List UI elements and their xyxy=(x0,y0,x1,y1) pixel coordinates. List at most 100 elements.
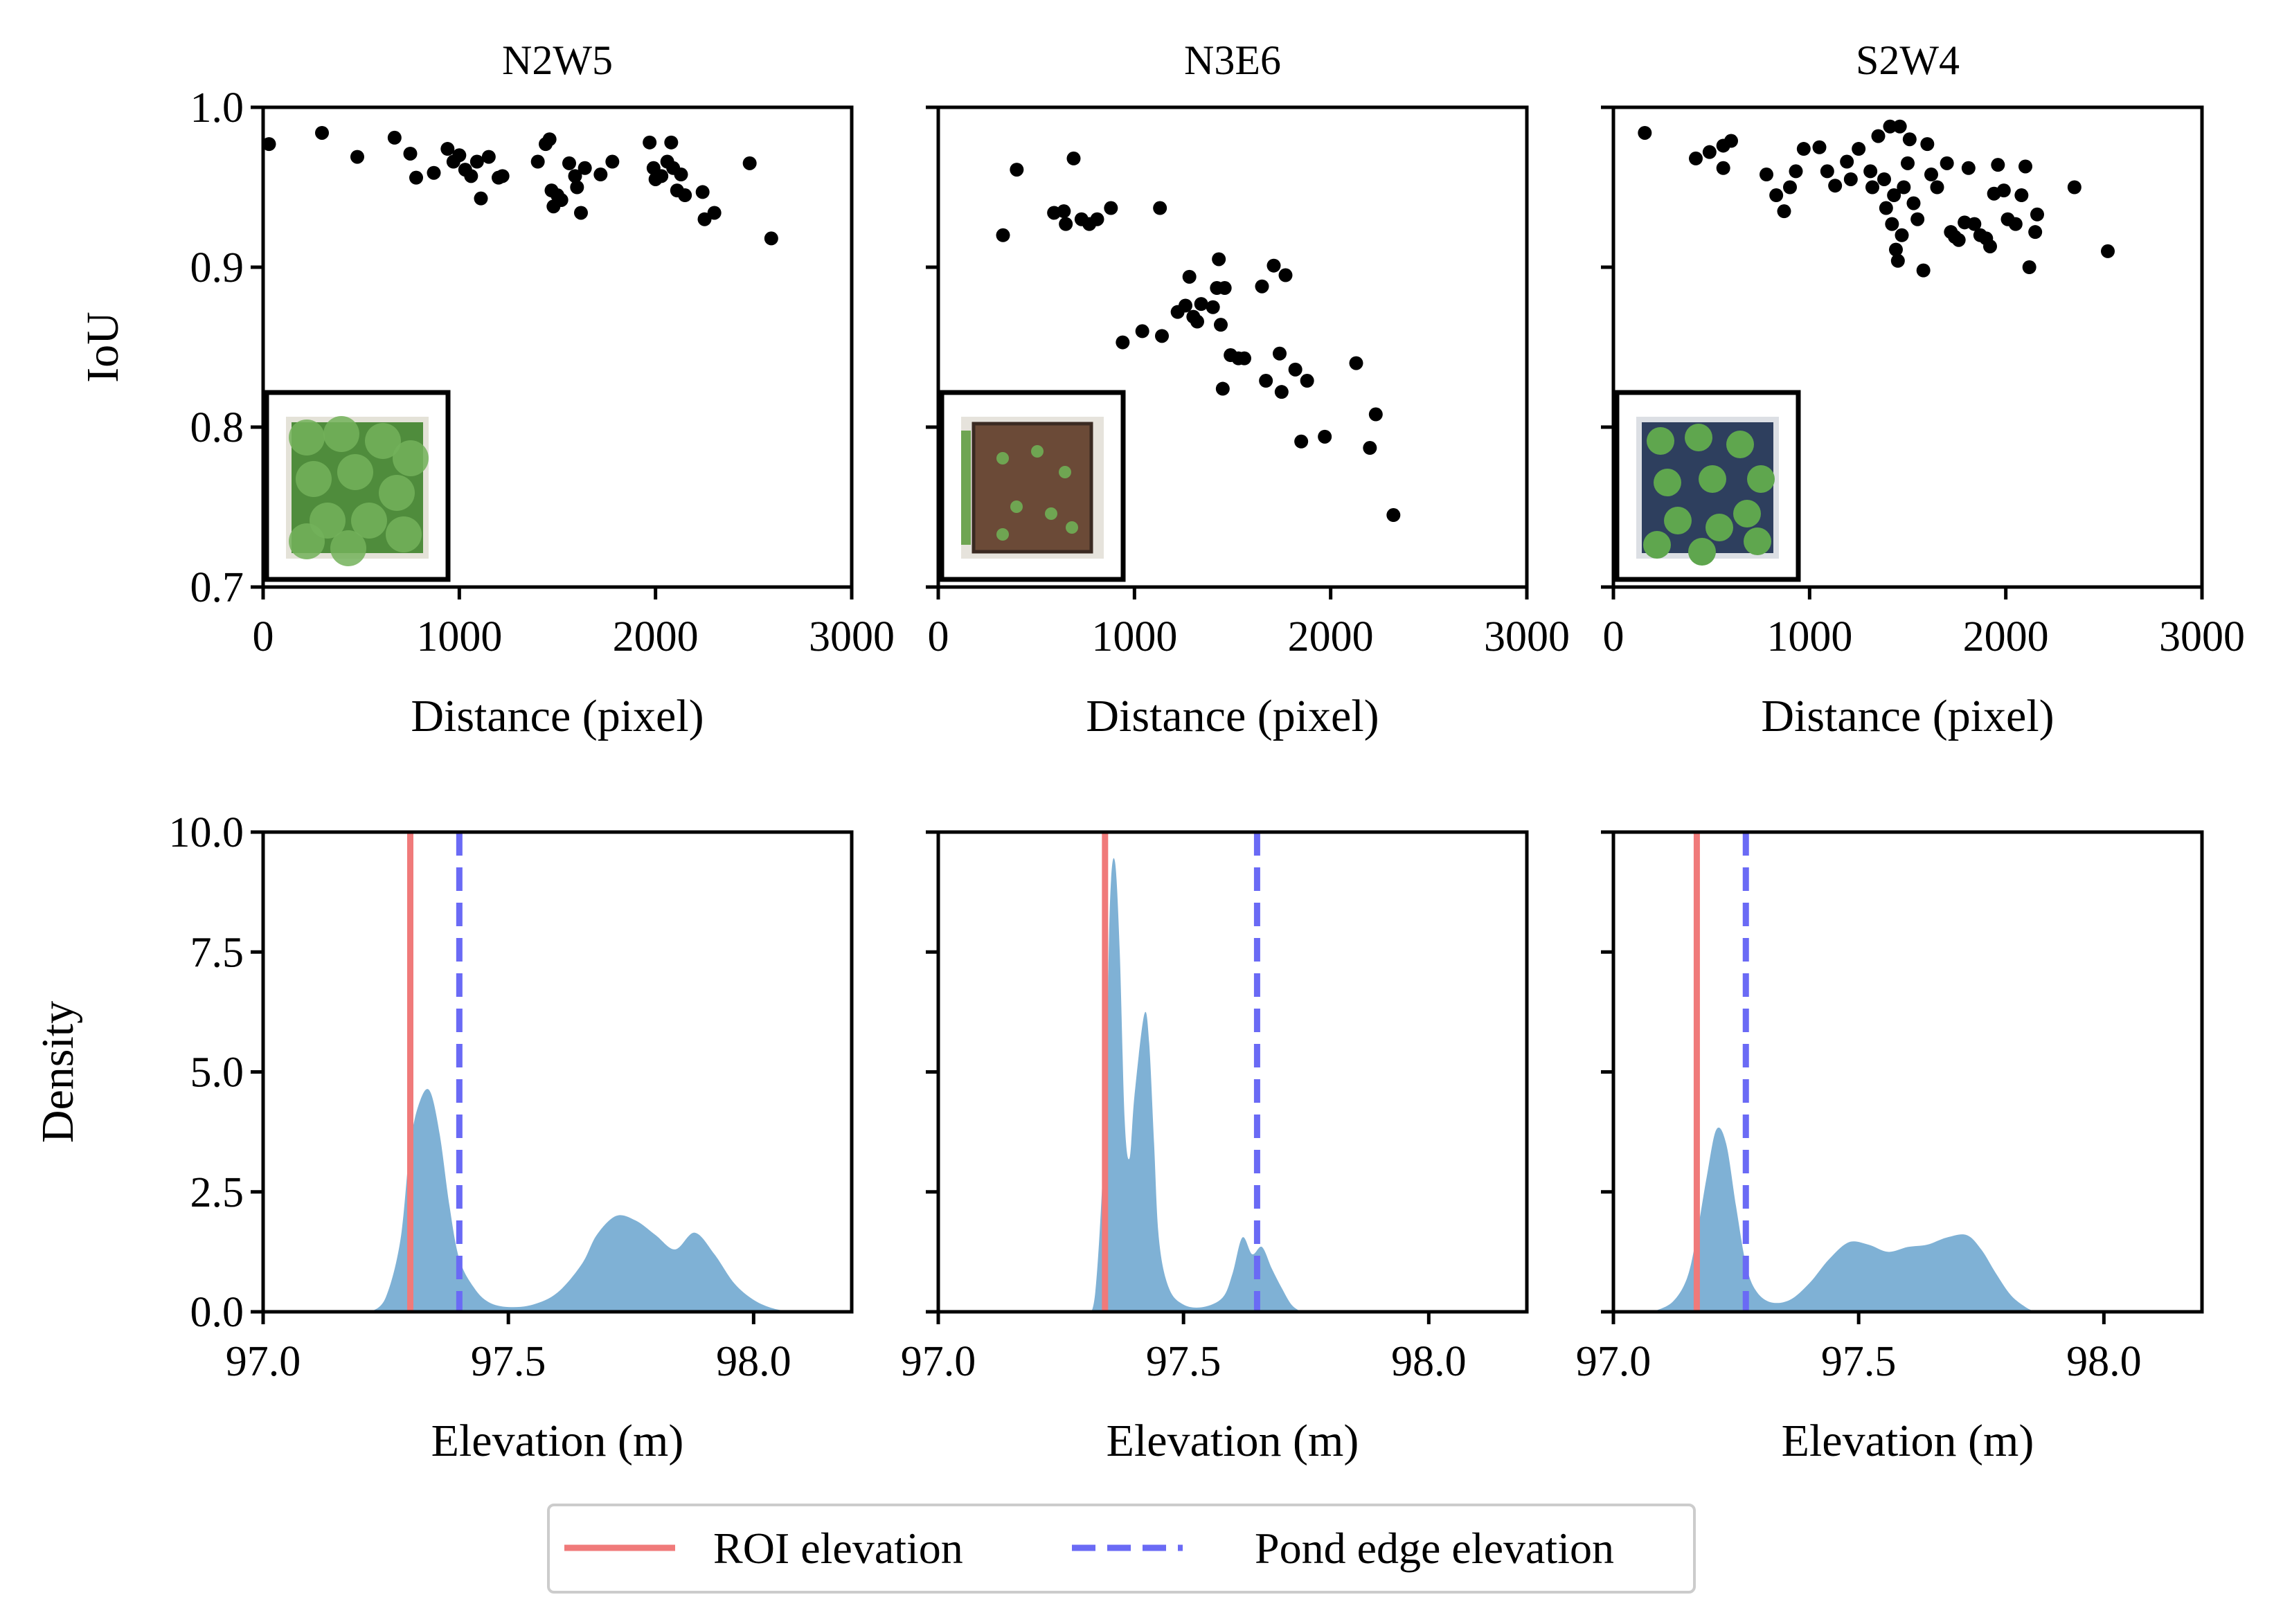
data-point xyxy=(1702,145,1717,159)
data-point xyxy=(263,137,276,152)
data-point xyxy=(1951,233,1966,247)
inset-leaf xyxy=(1685,424,1712,451)
inset-leaf xyxy=(393,440,429,476)
chart-panel-5: 97.0 97.5 98.0 Elevation (m) xyxy=(901,830,1529,1466)
x-tick-label: 1000 xyxy=(1766,613,1852,660)
data-point xyxy=(1883,119,1897,134)
chart-panel-1: N2W5 0 1000 2000 3000 0.7 0.8 0.9 1.0 Distance (p… xyxy=(78,37,895,741)
data-point xyxy=(764,231,778,246)
data-point xyxy=(695,185,710,199)
data-point xyxy=(1871,129,1886,143)
inset-seedling xyxy=(1010,500,1023,513)
data-point xyxy=(1716,161,1730,175)
data-point xyxy=(1273,346,1287,361)
legend-pond-edge-label: Pond edge elevation xyxy=(1255,1524,1614,1573)
data-point xyxy=(568,169,582,183)
x-axis-title: Distance (pixel) xyxy=(411,691,704,741)
data-point xyxy=(1983,239,1997,253)
y-tick-label: 0.9 xyxy=(190,244,244,291)
data-point xyxy=(542,132,557,147)
data-point xyxy=(1890,253,1905,268)
data-point xyxy=(2008,217,2023,231)
scatter-points xyxy=(996,151,1401,523)
data-point xyxy=(2014,188,2029,203)
data-point xyxy=(530,154,545,169)
data-point xyxy=(1783,180,1797,195)
data-point xyxy=(350,150,364,164)
inset-seedling xyxy=(1066,521,1078,534)
inset-leaf xyxy=(1643,531,1671,559)
x-tick-label: 2000 xyxy=(1288,613,1374,660)
data-point xyxy=(1760,168,1773,182)
x-tick-label: 2000 xyxy=(613,613,699,660)
x-tick-label: 97.0 xyxy=(226,1338,301,1385)
data-point xyxy=(1135,324,1149,339)
data-point xyxy=(707,206,722,220)
x-tick-label: 1000 xyxy=(416,613,502,660)
panel-title: S2W4 xyxy=(1856,37,1960,83)
panel-title: N3E6 xyxy=(1184,37,1281,83)
data-point xyxy=(605,154,620,169)
data-point xyxy=(2018,159,2032,174)
data-point xyxy=(464,169,478,183)
x-tick-label: 97.0 xyxy=(1576,1338,1651,1385)
data-point xyxy=(1863,164,1878,179)
data-point xyxy=(1887,188,1901,203)
data-point xyxy=(1885,217,1899,231)
data-point xyxy=(1940,156,1954,170)
x-tick-label: 97.5 xyxy=(471,1338,546,1385)
x-tick-label: 2000 xyxy=(1963,613,2049,660)
data-point xyxy=(409,170,423,185)
inset-edge-plants xyxy=(961,431,971,545)
inset-leaf xyxy=(1654,469,1681,496)
data-point xyxy=(1916,263,1931,278)
inset-leaf xyxy=(386,516,422,552)
inset-leaf xyxy=(379,475,415,511)
inset-leaf xyxy=(1747,465,1775,493)
data-point xyxy=(315,125,329,140)
data-point xyxy=(1363,441,1377,455)
data-point xyxy=(1116,335,1130,350)
data-point xyxy=(593,168,608,182)
scatter-points xyxy=(263,125,778,246)
y-tick-label: 10.0 xyxy=(169,809,244,856)
chart-panel-6: 97.0 97.5 98.0 Elevation (m) xyxy=(1576,830,2204,1466)
data-point xyxy=(1318,429,1332,444)
inset-leaf xyxy=(351,503,387,539)
inset-leaf xyxy=(289,419,325,455)
x-axis-title: Distance (pixel) xyxy=(1086,691,1379,741)
y-axis-title: Density xyxy=(33,1001,83,1143)
data-point xyxy=(481,150,496,164)
data-point xyxy=(1266,258,1281,273)
data-point xyxy=(1967,217,1982,231)
y-tick-label: 0.8 xyxy=(190,404,244,451)
inset-seedling xyxy=(1045,507,1057,520)
data-point xyxy=(2067,180,2081,195)
data-point xyxy=(1724,134,1738,148)
y-tick-label: 5.0 xyxy=(190,1049,244,1097)
density-area xyxy=(1652,1127,2036,1312)
data-point xyxy=(1294,434,1309,449)
data-point xyxy=(1179,298,1192,313)
data-point xyxy=(474,191,488,206)
data-point xyxy=(1892,119,1907,134)
inset-leaf xyxy=(1726,431,1754,458)
data-point xyxy=(1991,158,2005,172)
data-point xyxy=(1638,125,1652,140)
x-tick-label: 3000 xyxy=(2159,613,2245,660)
data-point xyxy=(1217,281,1232,296)
data-point xyxy=(1865,180,1879,195)
data-point xyxy=(1255,279,1269,294)
x-axis-title: Elevation (m) xyxy=(1107,1416,1359,1466)
y-tick-label: 0.0 xyxy=(190,1289,244,1336)
data-point xyxy=(1820,164,1834,179)
data-point xyxy=(1155,329,1169,343)
data-point xyxy=(1274,385,1289,399)
inset-leaf xyxy=(323,416,359,452)
x-tick-label: 0 xyxy=(253,613,274,660)
inset-seedling xyxy=(996,452,1009,464)
data-point xyxy=(570,180,584,195)
x-tick-label: 0 xyxy=(1603,613,1624,660)
data-point xyxy=(742,156,757,170)
data-point xyxy=(1153,201,1167,215)
